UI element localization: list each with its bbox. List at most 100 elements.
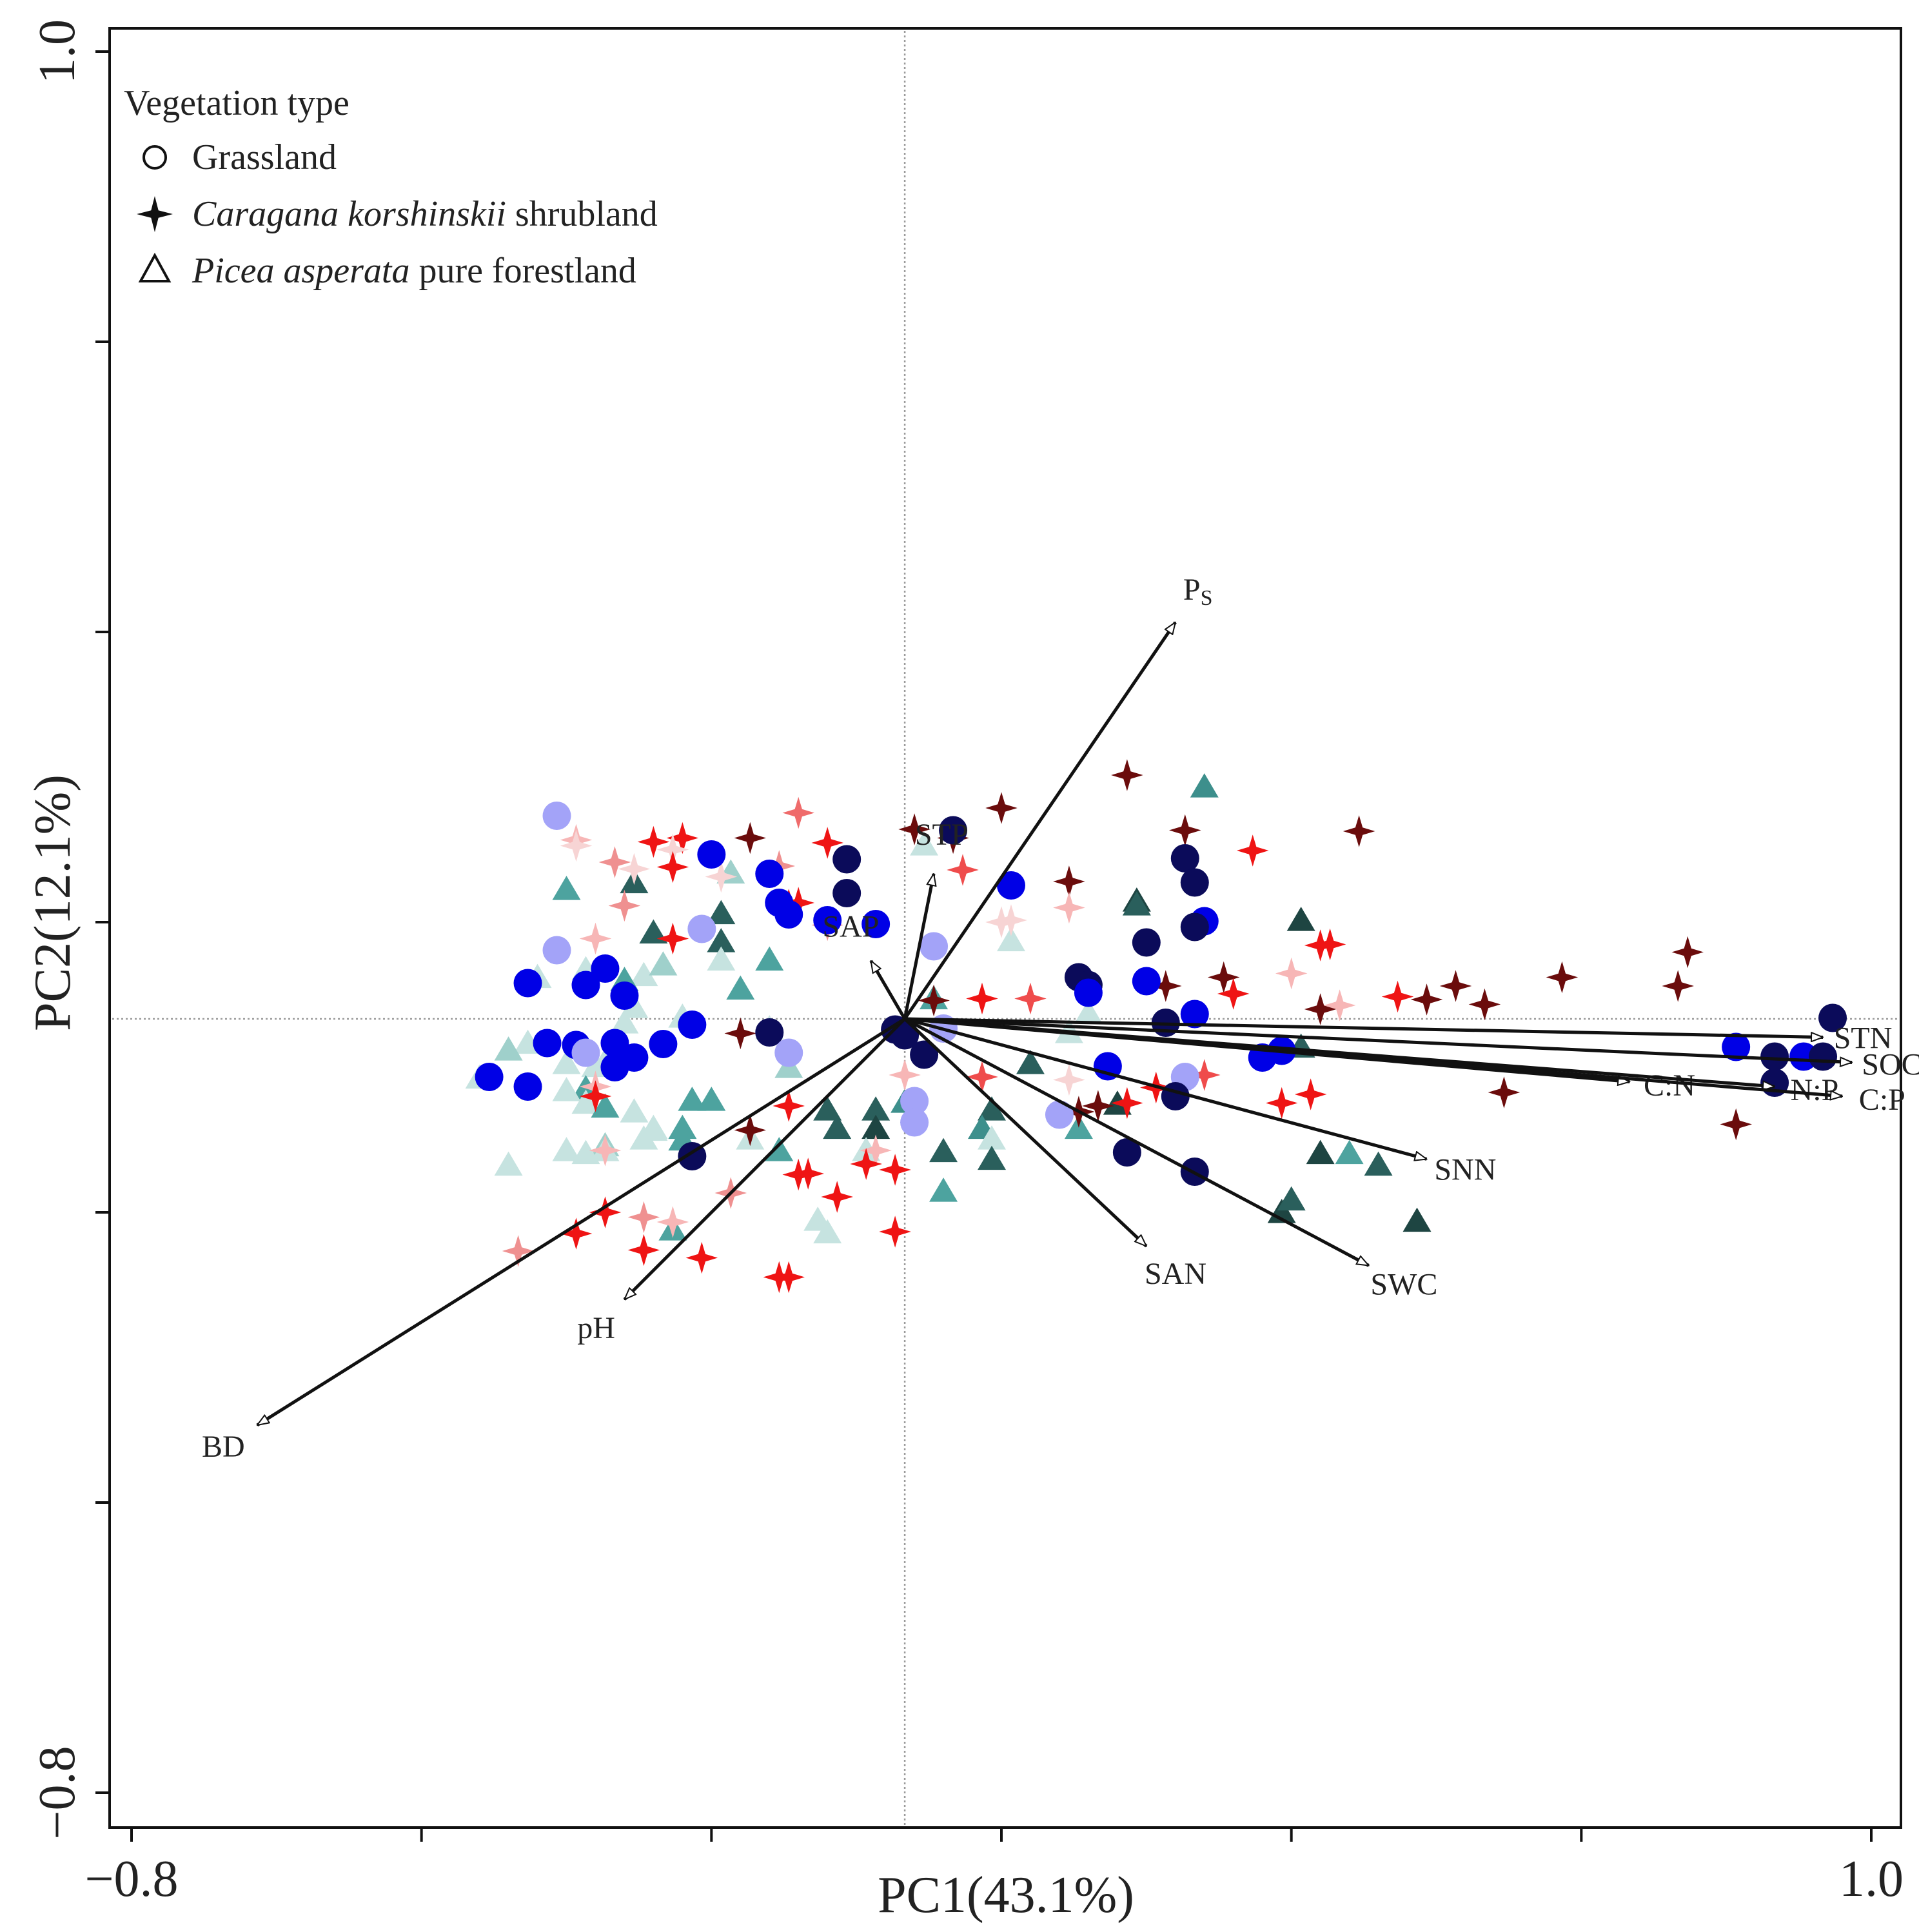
shrubland-point — [734, 1114, 767, 1147]
shrubland-point — [1169, 814, 1201, 847]
forestland-point — [1190, 773, 1219, 798]
grassland-point — [1074, 978, 1103, 1007]
shrubland-point — [811, 827, 843, 859]
shrubland-point — [966, 1061, 998, 1093]
forestland-point — [639, 919, 668, 944]
vector-label: PS — [1183, 573, 1213, 610]
data-points — [465, 759, 1847, 1294]
forestland-point — [861, 1114, 891, 1139]
grassland-point — [1809, 1042, 1838, 1071]
grassland-point — [697, 840, 726, 869]
vector-sap — [869, 961, 907, 1020]
vector-bd — [257, 1017, 906, 1427]
forestland-point — [1306, 1139, 1335, 1165]
shrubland-point — [1236, 834, 1269, 867]
grassland-point — [996, 871, 1025, 900]
shrubland-point — [666, 822, 699, 854]
grassland-point — [861, 910, 891, 938]
grassland-point — [755, 1018, 784, 1047]
grassland-point — [1093, 1052, 1122, 1081]
shrubland-point — [985, 792, 1018, 824]
forestland-point — [996, 927, 1025, 952]
grassland-point — [600, 1053, 629, 1081]
legend-triangle-icon — [138, 252, 172, 282]
shrubland-point — [589, 1196, 622, 1228]
shrubland-point — [1150, 970, 1182, 1002]
shrubland-point — [627, 1234, 660, 1267]
vector-ps — [903, 622, 1177, 1020]
forestland-point — [552, 1137, 581, 1161]
shrubland-point — [879, 1216, 911, 1248]
vector-san — [903, 1018, 1146, 1247]
legend-entry-label: Caragana korshinskii shrubland — [192, 194, 658, 234]
forestland-point — [697, 1087, 726, 1111]
forestland-point — [1364, 1151, 1393, 1176]
vector-label: C:P — [1859, 1083, 1905, 1117]
legend-star-icon — [137, 196, 173, 232]
vector-soc — [904, 1017, 1852, 1063]
forestland-point — [591, 1093, 620, 1118]
shrubland-point — [618, 853, 651, 885]
x-tick-label: −0.8 — [84, 1851, 178, 1907]
shrubland-point — [1343, 815, 1375, 847]
shrubland-point — [773, 1261, 805, 1294]
grassland-point — [571, 1038, 600, 1067]
grassland-point — [591, 954, 620, 983]
forestland-point — [620, 1098, 649, 1123]
shrubland-point — [966, 982, 998, 1015]
forestland-point — [552, 1050, 581, 1074]
shrubland-point — [579, 922, 612, 955]
shrubland-point — [637, 825, 670, 858]
y-tick-label: −0.8 — [29, 1746, 86, 1839]
legend-title: Vegetation type — [124, 83, 349, 123]
shrubland-point — [985, 906, 1018, 938]
shrubland-point — [685, 1241, 718, 1274]
grassland-point — [1045, 1100, 1074, 1129]
grassland-point — [1180, 868, 1209, 897]
shrubland-point — [773, 1090, 805, 1122]
forestland-point — [707, 928, 736, 952]
forestland-point — [813, 1219, 842, 1244]
grassland-point — [755, 860, 784, 888]
vector-label: SAP — [822, 909, 879, 943]
forestland-point — [1402, 1207, 1432, 1232]
shrubland-point — [850, 1148, 882, 1180]
shrubland-point — [598, 846, 631, 878]
forestland-point — [1286, 907, 1315, 931]
shrubland-point — [1082, 1090, 1114, 1122]
shrubland-point — [589, 1134, 622, 1167]
grassland-point — [610, 981, 639, 1010]
grassland-point — [1112, 1138, 1141, 1167]
forestland-point — [571, 1139, 600, 1165]
shrubland-point — [1053, 865, 1085, 898]
shrubland-point — [918, 984, 950, 1017]
grassland-point — [832, 879, 861, 907]
grassland-point — [533, 1029, 562, 1058]
shrubland-point — [1546, 961, 1579, 994]
grassland-point — [774, 1038, 803, 1067]
shrubland-point — [1053, 891, 1085, 924]
grassland-point — [513, 969, 542, 998]
vector-snn — [904, 1017, 1426, 1159]
forestland-point — [929, 1138, 958, 1163]
shrubland-point — [995, 904, 1027, 936]
shrubland-point — [656, 833, 689, 866]
shrubland-point — [860, 1134, 892, 1167]
shrubland-point — [898, 813, 930, 845]
shrubland-point — [656, 851, 689, 883]
grassland-point — [1132, 967, 1161, 996]
x-axis-title: PC1(43.1%) — [878, 1867, 1134, 1924]
shrubland-point — [1265, 1087, 1298, 1119]
legend-entry-label: Grassland — [192, 137, 337, 177]
forestland-point — [978, 1096, 1007, 1121]
grassland-point — [1132, 928, 1161, 957]
vector-label: SWC — [1370, 1268, 1437, 1302]
vector-label: C:N — [1644, 1069, 1695, 1103]
forestland-point — [1016, 1050, 1045, 1074]
forestland-point — [629, 1125, 658, 1150]
shrubland-point — [1111, 759, 1143, 791]
shrubland-point — [1304, 993, 1337, 1025]
vector-label: SNN — [1434, 1153, 1496, 1187]
